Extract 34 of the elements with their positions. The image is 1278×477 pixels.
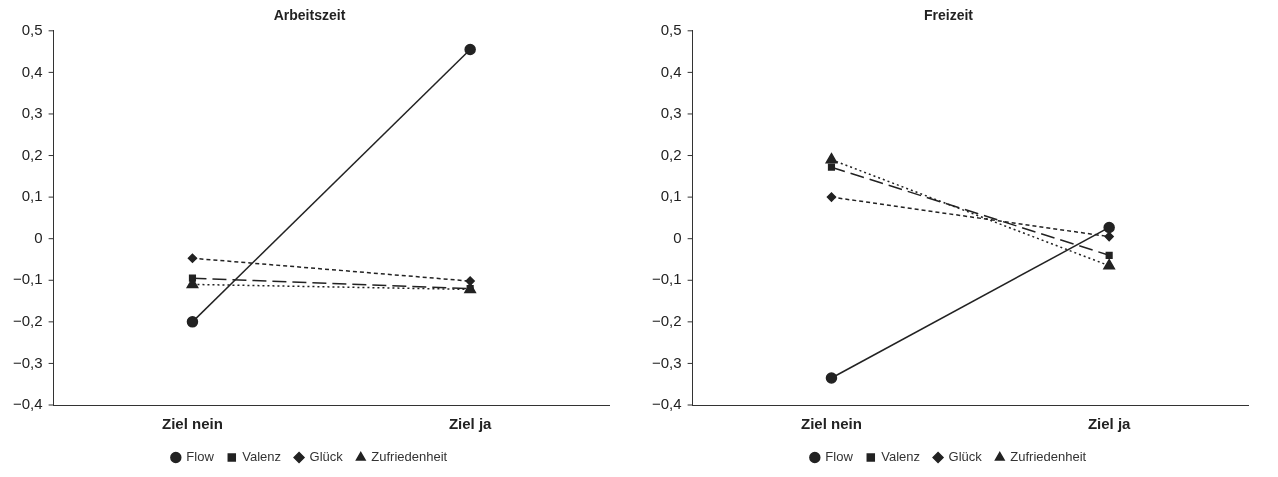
- y-tick-label: 0: [673, 228, 682, 246]
- legend-label: Flow: [186, 449, 215, 465]
- y-tick-label: −0,2: [651, 311, 682, 329]
- y-tick-label: 0: [34, 228, 43, 246]
- y-tick-label: 0,4: [21, 62, 43, 80]
- x-tick-label: Ziel ja: [1087, 415, 1132, 433]
- legend-label: Valenz: [242, 449, 282, 465]
- y-tick-label: 0,2: [21, 145, 43, 163]
- legend-label: Valenz: [881, 449, 921, 465]
- y-tick-label: 0,1: [660, 187, 682, 205]
- x-tick-label: Ziel ja: [448, 415, 493, 433]
- x-tick-label: Ziel nein: [801, 415, 862, 433]
- y-tick-label: 0,5: [660, 20, 682, 38]
- y-tick-label: 0,2: [660, 145, 682, 163]
- y-tick-label: −0,2: [12, 311, 43, 329]
- legend-label: Zufriedenheit: [371, 449, 448, 465]
- y-tick-label: −0,1: [12, 270, 43, 288]
- y-tick-label: −0,4: [12, 395, 43, 413]
- legend-label: Zufriedenheit: [1010, 449, 1087, 465]
- chart-title: Arbeitszeit: [273, 7, 346, 24]
- legend-label: Glück: [309, 449, 344, 465]
- y-tick-label: 0,5: [21, 20, 43, 38]
- y-tick-label: −0,3: [651, 353, 682, 371]
- y-tick-label: 0,4: [660, 62, 682, 80]
- legend-label: Flow: [825, 449, 854, 465]
- y-tick-label: 0,3: [660, 104, 682, 122]
- x-tick-label: Ziel nein: [162, 415, 223, 433]
- y-tick-label: 0,1: [21, 187, 43, 205]
- y-tick-label: −0,4: [651, 395, 682, 413]
- legend-label: Glück: [948, 449, 983, 465]
- y-tick-label: 0,3: [21, 104, 43, 122]
- y-tick-label: −0,3: [12, 353, 43, 371]
- chart-title: Freizeit: [923, 7, 974, 24]
- y-tick-label: −0,1: [651, 270, 682, 288]
